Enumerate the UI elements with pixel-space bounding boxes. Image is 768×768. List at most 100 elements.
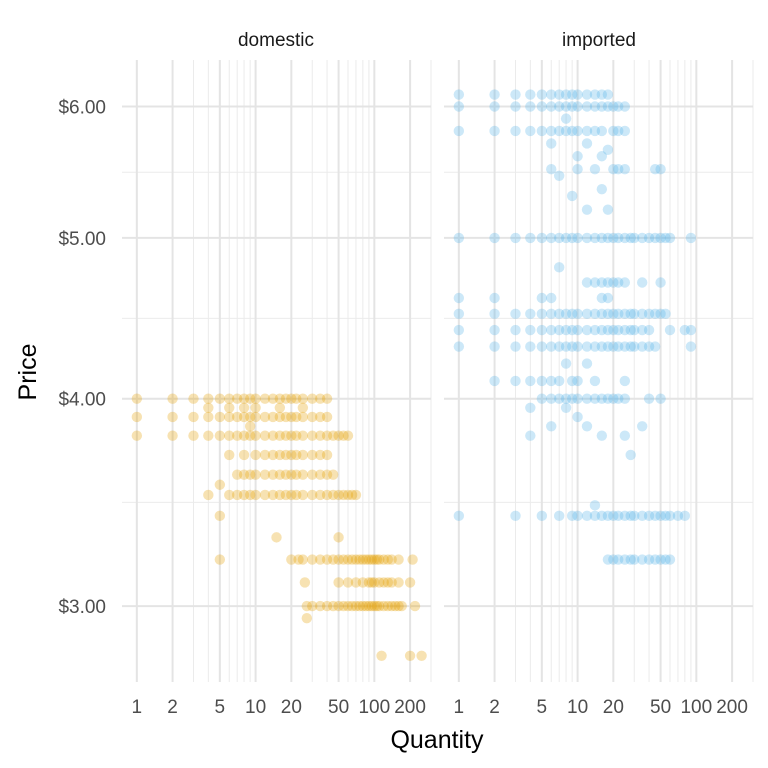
data-point-imported <box>608 277 619 288</box>
data-point-domestic <box>238 430 250 441</box>
data-point-domestic <box>360 600 372 612</box>
data-point-imported <box>581 138 593 149</box>
data-point-imported <box>602 393 614 404</box>
data-point-imported <box>608 164 619 175</box>
data-point-domestic <box>280 489 292 501</box>
data-point-imported <box>566 232 578 244</box>
data-point-imported <box>655 308 666 320</box>
data-point-imported <box>553 341 565 352</box>
data-point-domestic <box>297 449 309 461</box>
data-point-imported <box>572 125 583 137</box>
data-point-domestic <box>369 577 380 588</box>
data-point-imported <box>489 375 500 387</box>
data-point-domestic <box>299 577 311 588</box>
data-point-domestic <box>333 489 344 501</box>
data-point-imported <box>560 324 572 336</box>
data-point-imported <box>629 308 640 320</box>
data-point-imported <box>525 125 536 137</box>
data-point-domestic <box>250 411 261 423</box>
data-point-imported <box>546 393 557 404</box>
data-point-imported <box>525 308 536 320</box>
data-point-domestic <box>286 393 297 404</box>
data-point-domestic <box>346 600 358 612</box>
data-point-domestic <box>382 600 394 612</box>
facet-strip-label-domestic: domestic <box>238 30 314 51</box>
data-point-imported <box>625 510 636 522</box>
data-point-domestic <box>214 554 226 565</box>
data-point-domestic <box>393 554 404 565</box>
data-point-domestic <box>369 600 380 612</box>
data-point-imported <box>613 341 624 352</box>
data-point-imported <box>560 125 572 137</box>
data-point-imported <box>525 101 536 112</box>
data-point-domestic <box>250 402 261 413</box>
data-point-domestic <box>224 393 235 404</box>
data-point-domestic <box>286 554 297 565</box>
x-tick-label: 10 <box>245 697 266 718</box>
data-point-imported <box>560 341 572 352</box>
data-point-imported <box>581 125 593 137</box>
data-point-imported <box>510 308 521 320</box>
data-point-imported <box>613 324 624 336</box>
data-point-domestic <box>259 393 271 404</box>
data-point-domestic <box>297 402 309 413</box>
data-point-imported <box>489 308 500 320</box>
data-point-imported <box>572 89 583 100</box>
data-point-imported <box>685 232 697 244</box>
data-point-domestic <box>321 469 333 480</box>
data-point-domestic <box>315 489 326 501</box>
data-point-domestic <box>274 430 286 441</box>
data-point-domestic <box>259 469 271 480</box>
data-point-imported <box>629 232 640 244</box>
data-point-imported <box>655 277 666 288</box>
data-point-imported <box>453 125 465 137</box>
data-point-domestic <box>274 449 286 461</box>
data-point-imported <box>625 341 636 352</box>
data-point-imported <box>546 89 557 100</box>
data-point-domestic <box>259 449 271 461</box>
x-tick-label: 2 <box>489 697 500 718</box>
data-point-imported <box>572 341 583 352</box>
data-point-imported <box>643 510 655 522</box>
data-point-imported <box>546 138 557 149</box>
data-point-domestic <box>382 577 394 588</box>
data-point-imported <box>596 101 608 112</box>
data-point-domestic <box>374 600 385 612</box>
data-point-domestic <box>333 532 344 543</box>
data-point-domestic <box>286 430 297 441</box>
data-point-imported <box>536 125 548 137</box>
data-point-domestic <box>297 554 309 565</box>
data-point-imported <box>608 232 619 244</box>
data-point-imported <box>566 101 578 112</box>
data-point-domestic <box>231 469 243 480</box>
data-point-imported <box>525 341 536 352</box>
data-point-imported <box>566 393 578 404</box>
data-point-domestic <box>238 469 250 480</box>
data-point-imported <box>596 89 608 100</box>
data-point-imported <box>536 341 548 352</box>
data-point-imported <box>643 308 655 320</box>
x-tick-label: 100 <box>680 697 712 718</box>
data-point-domestic <box>374 554 385 565</box>
data-point-domestic <box>390 600 401 612</box>
data-point-imported <box>560 393 572 404</box>
data-point-imported <box>572 101 583 112</box>
data-point-domestic <box>350 577 362 588</box>
data-point-domestic <box>407 554 418 565</box>
data-point-imported <box>560 402 572 413</box>
data-point-imported <box>602 232 614 244</box>
x-tick-label: 20 <box>603 697 624 718</box>
data-point-imported <box>613 101 624 112</box>
data-point-imported <box>655 164 666 175</box>
data-point-domestic <box>338 600 349 612</box>
data-point-domestic <box>231 489 243 501</box>
data-point-imported <box>619 430 631 441</box>
data-point-domestic <box>315 554 326 565</box>
data-point-domestic <box>291 411 302 423</box>
data-point-imported <box>566 308 578 320</box>
data-point-domestic <box>280 393 292 404</box>
data-point-imported <box>453 89 465 100</box>
data-point-imported <box>489 292 500 304</box>
data-point-domestic <box>386 577 397 588</box>
data-point-imported <box>643 554 655 565</box>
